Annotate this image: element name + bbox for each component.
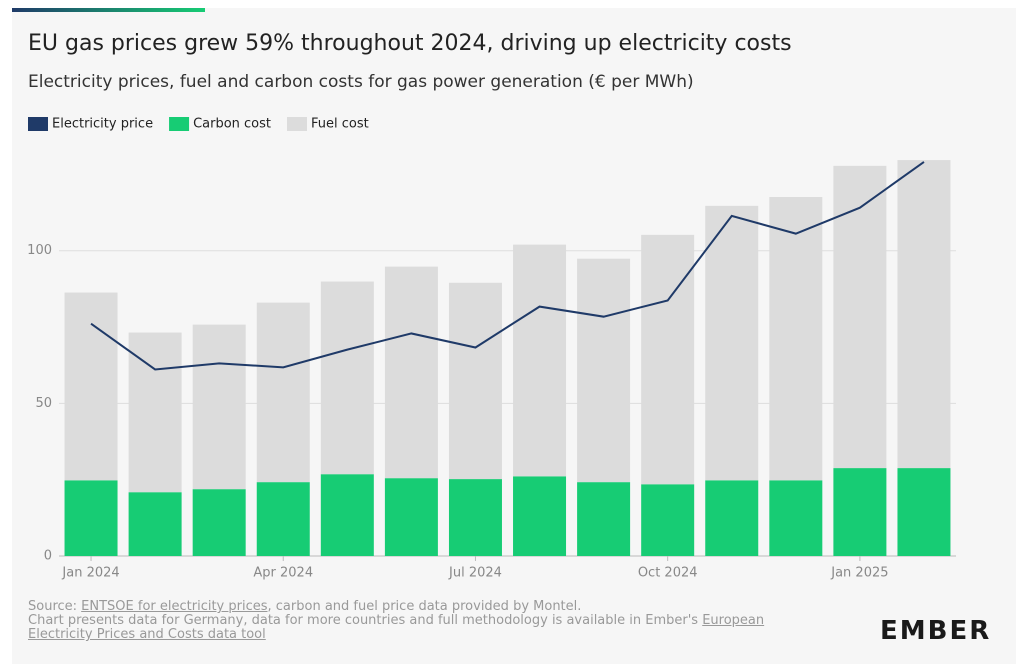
- note-text: Chart presents data for Germany, data fo…: [28, 613, 703, 628]
- x-tick-label: Jul 2024: [448, 566, 502, 581]
- bar: [64, 480, 118, 556]
- y-tick-label: 0: [44, 549, 52, 564]
- legend-swatch: [287, 117, 307, 131]
- legend-label: Fuel cost: [311, 117, 369, 132]
- bar: [769, 480, 823, 556]
- legend-label: Electricity price: [52, 117, 153, 132]
- bar: [64, 292, 118, 481]
- logo: EMBER: [880, 616, 992, 646]
- bar: [128, 492, 182, 556]
- line: [90, 161, 925, 371]
- bar: [448, 479, 502, 556]
- source-link[interactable]: ENTSOE for electricity prices: [81, 599, 268, 614]
- bar: [448, 282, 502, 480]
- accent-bar: [12, 8, 205, 12]
- bar: [577, 258, 631, 483]
- bar: [256, 302, 310, 483]
- x-tick-label: Jan 2024: [61, 566, 119, 581]
- chart-subtitle: Electricity prices, fuel and carbon cost…: [28, 72, 694, 92]
- x-tick-label: Jan 2025: [830, 566, 888, 581]
- bar: [641, 484, 695, 556]
- chart-title: EU gas prices grew 59% throughout 2024, …: [28, 31, 792, 56]
- y-tick-label: 50: [35, 396, 52, 411]
- bar: [833, 165, 887, 469]
- source-label: Source:: [28, 599, 82, 614]
- x-tick-label: Apr 2024: [253, 566, 313, 581]
- bar: [192, 324, 246, 490]
- bar: [769, 197, 823, 481]
- note-link[interactable]: European Electricity Prices and Costs da…: [28, 613, 765, 642]
- legend-swatch: [28, 117, 48, 131]
- bar: [513, 244, 567, 477]
- bar: [897, 160, 951, 469]
- legend-label: Carbon cost: [193, 117, 271, 132]
- bar: [897, 468, 951, 556]
- bar: [128, 332, 182, 493]
- bar: [256, 482, 310, 556]
- bar: [192, 489, 246, 556]
- bar: [833, 468, 887, 556]
- bar: [320, 281, 374, 475]
- x-tick-label: Oct 2024: [638, 566, 698, 581]
- bar: [320, 474, 374, 556]
- bar: [577, 482, 631, 556]
- bar: [384, 478, 438, 556]
- bar: [384, 266, 438, 479]
- bar: [513, 476, 567, 556]
- bar: [705, 205, 759, 481]
- source: Source: ENTSOE for electricity prices, c…: [28, 600, 808, 614]
- footer: Source: ENTSOE for electricity prices, c…: [28, 600, 808, 642]
- source-text: , carbon and fuel price data provided by…: [267, 599, 582, 614]
- bar: [641, 234, 695, 485]
- legend-swatch: [169, 117, 190, 131]
- bar: [705, 480, 759, 556]
- y-tick-label: 100: [27, 243, 52, 258]
- note: Chart presents data for Germany, data fo…: [28, 614, 808, 642]
- chart: EU gas prices grew 59% throughout 2024, …: [27, 31, 956, 581]
